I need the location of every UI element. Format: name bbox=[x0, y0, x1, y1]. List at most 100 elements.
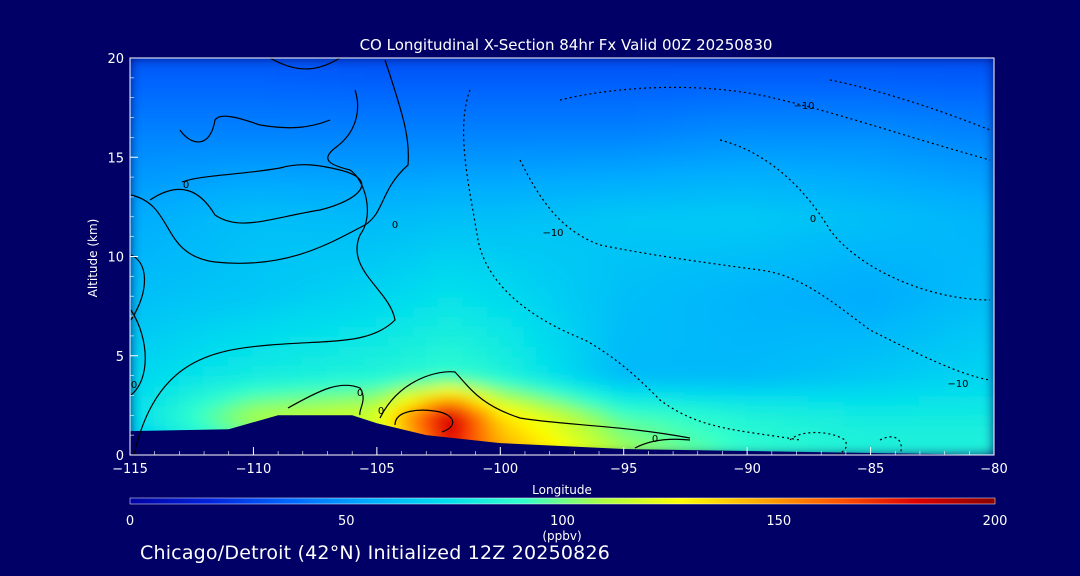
field-cell bbox=[844, 394, 860, 407]
field-cell bbox=[375, 245, 391, 258]
field-cell bbox=[881, 364, 897, 377]
field-cell bbox=[130, 295, 144, 308]
field-cell bbox=[326, 275, 341, 288]
field-cell bbox=[215, 275, 230, 288]
field-cell bbox=[326, 364, 341, 377]
field-cell bbox=[486, 66, 502, 79]
field-cell bbox=[486, 136, 502, 149]
field-cell bbox=[215, 225, 230, 238]
field-cell bbox=[672, 195, 687, 208]
field-cell bbox=[820, 215, 835, 228]
field-cell bbox=[301, 166, 317, 179]
field-cell bbox=[338, 106, 354, 119]
field-cell bbox=[536, 255, 551, 268]
field-cell bbox=[684, 324, 699, 337]
field-cell bbox=[437, 364, 452, 377]
field-cell bbox=[511, 156, 526, 169]
field-cell bbox=[252, 275, 267, 288]
field-cell bbox=[264, 106, 280, 119]
field-cell bbox=[548, 424, 563, 437]
field-cell bbox=[659, 424, 675, 437]
field-cell bbox=[338, 186, 354, 198]
field-cell bbox=[746, 344, 761, 357]
field-cell bbox=[499, 265, 514, 278]
field-cell bbox=[696, 255, 712, 268]
field-cell bbox=[733, 58, 749, 69]
field-cell bbox=[820, 225, 835, 238]
field-cell bbox=[388, 195, 403, 208]
field-cell bbox=[869, 225, 884, 238]
field-cell bbox=[635, 295, 650, 308]
field-cell bbox=[635, 334, 650, 347]
field-cell bbox=[906, 245, 921, 258]
field-cell bbox=[598, 354, 613, 367]
field-cell bbox=[622, 76, 638, 89]
field-cell bbox=[610, 186, 625, 198]
field-cell bbox=[536, 424, 551, 437]
field-cell bbox=[659, 225, 675, 238]
field-cell bbox=[474, 245, 489, 258]
field-cell bbox=[820, 255, 835, 268]
field-cell bbox=[166, 315, 181, 327]
field-cell bbox=[943, 364, 958, 377]
field-cell bbox=[795, 126, 810, 139]
field-cell bbox=[190, 58, 206, 69]
field-cell bbox=[721, 195, 736, 208]
field-cell bbox=[412, 305, 428, 318]
field-cell bbox=[190, 86, 206, 99]
field-cell bbox=[561, 434, 576, 447]
field-cell bbox=[696, 176, 712, 189]
field-cell bbox=[240, 156, 255, 169]
field-cell bbox=[770, 364, 786, 377]
field-cell bbox=[931, 255, 946, 268]
field-cell bbox=[277, 235, 292, 248]
field-cell bbox=[869, 166, 884, 179]
field-cell bbox=[585, 364, 601, 377]
field-cell bbox=[474, 275, 489, 288]
field-cell bbox=[783, 334, 798, 347]
field-cell bbox=[449, 166, 465, 179]
field-cell bbox=[511, 265, 526, 278]
field-cell bbox=[807, 414, 823, 427]
field-cell bbox=[955, 186, 971, 198]
field-cell bbox=[351, 285, 366, 298]
field-cell bbox=[709, 305, 724, 318]
field-cell bbox=[758, 156, 773, 169]
field-cell bbox=[733, 186, 749, 198]
field-cell bbox=[462, 225, 477, 238]
field-cell bbox=[733, 324, 749, 337]
field-cell bbox=[499, 255, 514, 268]
field-cell bbox=[437, 285, 452, 298]
field-cell bbox=[881, 394, 897, 407]
field-cell bbox=[894, 434, 909, 447]
field-cell bbox=[449, 76, 465, 89]
field-cell bbox=[425, 136, 440, 149]
field-cell bbox=[968, 434, 983, 447]
field-cell bbox=[363, 225, 378, 238]
field-cell bbox=[548, 126, 563, 139]
field-cell bbox=[709, 156, 724, 169]
field-cell bbox=[696, 444, 712, 455]
field-cell bbox=[746, 315, 761, 327]
field-cell bbox=[153, 205, 169, 218]
field-cell bbox=[130, 285, 144, 298]
field-cell bbox=[709, 344, 724, 357]
field-cell bbox=[215, 146, 230, 159]
field-cell bbox=[412, 315, 428, 327]
field-cell bbox=[647, 295, 662, 308]
field-cell bbox=[610, 146, 625, 159]
field-cell bbox=[351, 305, 366, 318]
field-cell bbox=[684, 86, 699, 99]
field-cell bbox=[696, 126, 712, 139]
field-cell bbox=[314, 285, 329, 298]
field-cell bbox=[240, 404, 255, 417]
field-cell bbox=[400, 364, 415, 377]
field-cell bbox=[141, 106, 156, 119]
field-cell bbox=[437, 156, 452, 169]
field-cell bbox=[412, 66, 428, 79]
field-cell bbox=[968, 245, 983, 258]
field-cell bbox=[721, 324, 736, 337]
field-cell bbox=[647, 374, 662, 387]
field-cell bbox=[672, 146, 687, 159]
